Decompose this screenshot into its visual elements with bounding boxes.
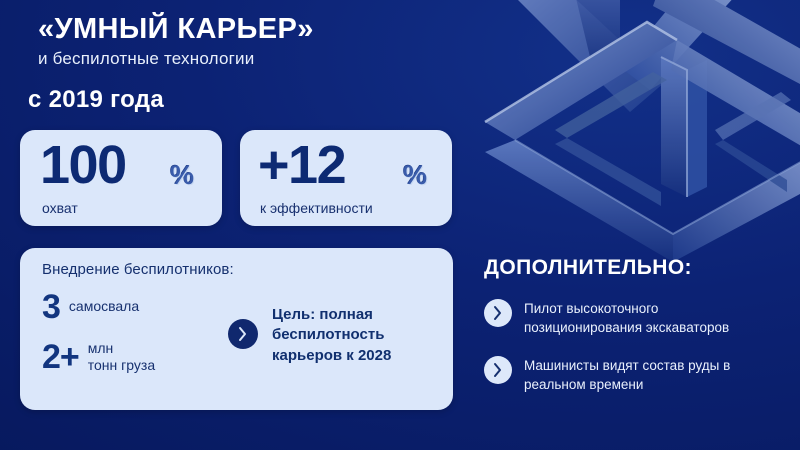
additional-heading: ДОПОЛНИТЕЛЬНО:: [484, 256, 692, 279]
stat-value-efficiency: +12: [258, 135, 347, 195]
list-item: Пилот высокоточного позиционирования экс…: [484, 298, 784, 337]
list-item-line-1: Машинисты видят состав руды в: [524, 358, 731, 374]
list-item-line-2: реальном времени: [524, 376, 644, 392]
list-item-line-1: Пилот высокоточного: [524, 301, 659, 316]
stat-caption-efficiency: к эффективности: [260, 200, 373, 216]
since-year-label: с 2019 года: [28, 86, 164, 113]
header: «УМНЫЙ КАРЬЕР» и беспилотные технологии: [38, 14, 314, 69]
stat-card-efficiency: +12 % к эффективности: [240, 130, 452, 226]
chevron-right-icon: [228, 319, 258, 349]
chevron-right-icon: [484, 356, 512, 385]
goal-text: Цель: полная беспилотность карьеров к 20…: [272, 305, 391, 366]
metric-cargo: 2+ млн тонн груза: [42, 340, 155, 374]
stat-value-reach: 100: [40, 135, 127, 195]
stat-caption-reach: охват: [42, 200, 78, 216]
list-item: Машинисты видят состав руды в реальном в…: [484, 355, 784, 394]
metric-cargo-number: 2+: [42, 338, 80, 377]
chevron-right-icon: [484, 299, 512, 327]
percent-symbol: %: [170, 160, 195, 190]
additional-section: ДОПОЛНИТЕЛЬНО: Пилот высокоточного позиц…: [484, 256, 784, 395]
panel-heading: Внедрение беспилотников:: [42, 261, 234, 278]
list-item-line-2: позиционирования экскаваторов: [524, 319, 730, 335]
metric-trucks-label: самосвала: [68, 298, 140, 315]
stat-card-reach: 100 % охват: [20, 130, 222, 226]
metric-trucks-number: 3: [42, 288, 61, 326]
metric-cargo-label: млн тонн груза: [88, 340, 155, 374]
goal-line-3: карьеров к 2028: [272, 346, 392, 364]
metric-trucks: 3 самосвала: [42, 290, 139, 324]
metric-cargo-label-line1: млн: [87, 340, 114, 356]
list-item-text: Пилот высокоточного позиционирования экс…: [524, 298, 784, 337]
percent-symbol: %: [403, 160, 428, 190]
list-item-text: Машинисты видят состав руды в реальном в…: [524, 355, 784, 394]
3d-lattice-octahedron-graphic: [484, 0, 800, 262]
metric-cargo-label-line2: тонн груза: [87, 357, 156, 374]
page-title: «УМНЫЙ КАРЬЕР»: [38, 13, 314, 45]
goal-line-2: беспилотность: [272, 326, 385, 344]
goal-line-1: Цель: полная: [272, 306, 373, 323]
page-subtitle: и беспилотные технологии: [38, 49, 255, 69]
